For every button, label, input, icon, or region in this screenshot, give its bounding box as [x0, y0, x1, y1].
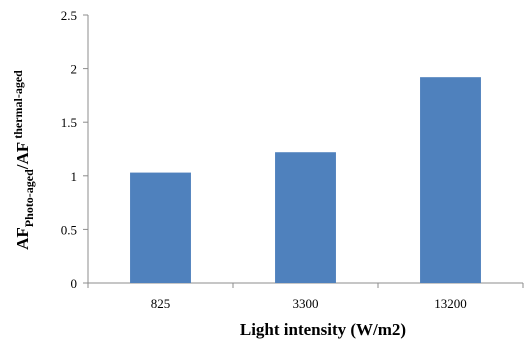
y-axis-label-main-2: /AF: [13, 142, 32, 170]
y-axis-label-sub-2: thermal-aged: [11, 70, 25, 142]
y-axis: 0 0.5 1 1.5 2 2.5: [61, 8, 89, 291]
y-tick-label: 2.5: [61, 8, 77, 23]
y-tick-label: 1: [71, 169, 78, 184]
x-axis-label: Light intensity (W/m2): [240, 320, 406, 339]
x-axis: 825 3300 13200: [87, 282, 524, 311]
bar: [130, 172, 191, 283]
y-tick-label: 2: [71, 62, 78, 77]
bar: [275, 152, 336, 283]
y-tick-label: 0: [71, 276, 78, 291]
x-tick-label: 13200: [434, 296, 467, 311]
x-tick-label: 825: [151, 296, 171, 311]
bar: [420, 77, 481, 284]
y-tick-label: 1.5: [61, 115, 77, 130]
y-axis-label-sub-1: Photo-aged: [22, 169, 36, 227]
bars: [130, 77, 481, 284]
y-tick-label: 0.5: [61, 222, 77, 237]
x-tick-label: 3300: [293, 296, 319, 311]
y-axis-label: AFPhoto-aged/AF thermal-aged: [11, 70, 36, 250]
y-axis-label-main-1: AF: [13, 227, 32, 250]
